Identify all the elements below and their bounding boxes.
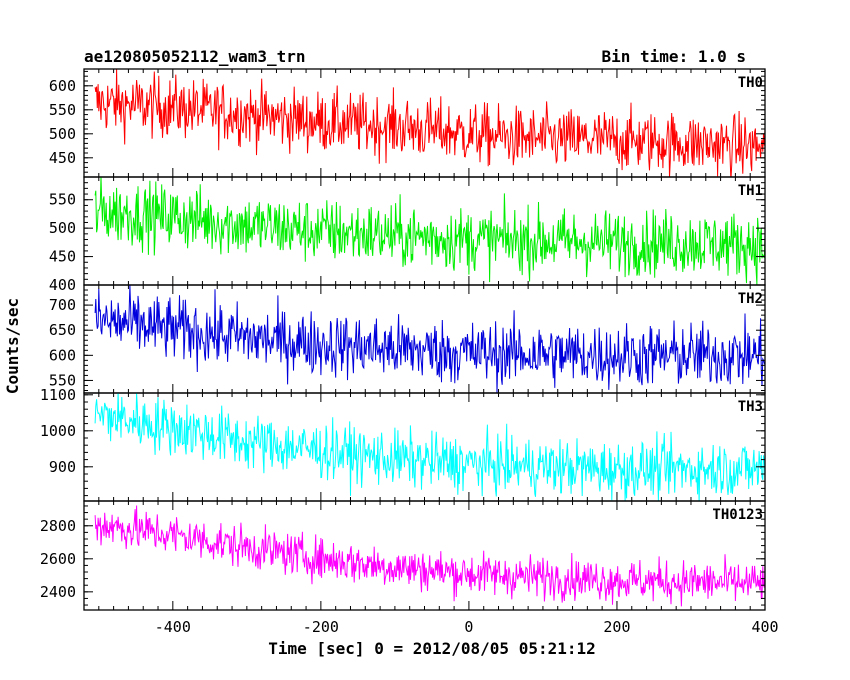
x-tick-label: -200 xyxy=(303,618,339,636)
y-tick-label: 700 xyxy=(49,296,76,314)
chart-title: ae120805052112_wam3_trn xyxy=(84,47,306,66)
y-tick-label: 650 xyxy=(49,321,76,339)
series-th1-line xyxy=(94,177,765,285)
panel-th3: 900 1000 1100 TH3 xyxy=(40,386,766,502)
x-tick-label: 0 xyxy=(464,618,473,636)
panel-frame xyxy=(83,284,766,394)
y-tick-label: 600 xyxy=(49,346,76,364)
x-axis-label: Time [sec] 0 = 2012/08/05 05:21:12 xyxy=(268,639,596,658)
series-th0-line xyxy=(94,69,765,177)
panel-frame xyxy=(83,500,766,611)
series-th0123-line xyxy=(94,505,765,607)
y-tick-label: 550 xyxy=(49,371,76,389)
x-tick-label: 200 xyxy=(603,618,630,636)
y-tick-label: 900 xyxy=(49,458,76,476)
y-tick-label: 2600 xyxy=(40,550,76,568)
y-axis-label: Counts/sec xyxy=(3,298,22,394)
y-tick-label: 600 xyxy=(49,77,76,95)
panel-th0: 450 500 550 600 TH0 xyxy=(49,68,766,178)
y-tick-label: 400 xyxy=(49,276,76,294)
series-th3-line xyxy=(94,393,765,501)
x-tick-label: 400 xyxy=(751,618,778,636)
panel-label-th2: TH2 xyxy=(738,291,763,307)
y-tick-label: 2400 xyxy=(40,583,76,601)
y-tick-label: 500 xyxy=(49,219,76,237)
panel-label-th3: TH3 xyxy=(738,399,763,415)
series-th2-line xyxy=(94,285,765,393)
y-tick-label: 550 xyxy=(49,101,76,119)
y-tick-label: 450 xyxy=(49,149,76,167)
x-tick-label: -400 xyxy=(155,618,191,636)
panel-label-th0123: TH0123 xyxy=(712,507,763,523)
y-tick-label: 1100 xyxy=(40,386,76,404)
x-axis: -400 -200 0 200 400 xyxy=(155,618,779,636)
y-tick-label: 450 xyxy=(49,248,76,266)
panel-label-th1: TH1 xyxy=(738,183,763,199)
panel-label-th0: TH0 xyxy=(738,75,763,91)
y-tick-label: 1000 xyxy=(40,422,76,440)
panel-stack: 450 500 550 600 TH0 400 450 500 550 TH1 550 600 650 7… xyxy=(40,68,766,611)
bin-time-label: Bin time: 1.0 s xyxy=(602,47,747,66)
y-tick-label: 500 xyxy=(49,125,76,143)
panel-th0123: 2400 2600 2800 TH0123 xyxy=(40,500,766,611)
y-tick-label: 2800 xyxy=(40,517,76,535)
panel-th1: 400 450 500 550 TH1 xyxy=(49,176,766,294)
y-tick-label: 550 xyxy=(49,191,76,209)
panel-th2: 550 600 650 700 TH2 xyxy=(49,284,766,394)
